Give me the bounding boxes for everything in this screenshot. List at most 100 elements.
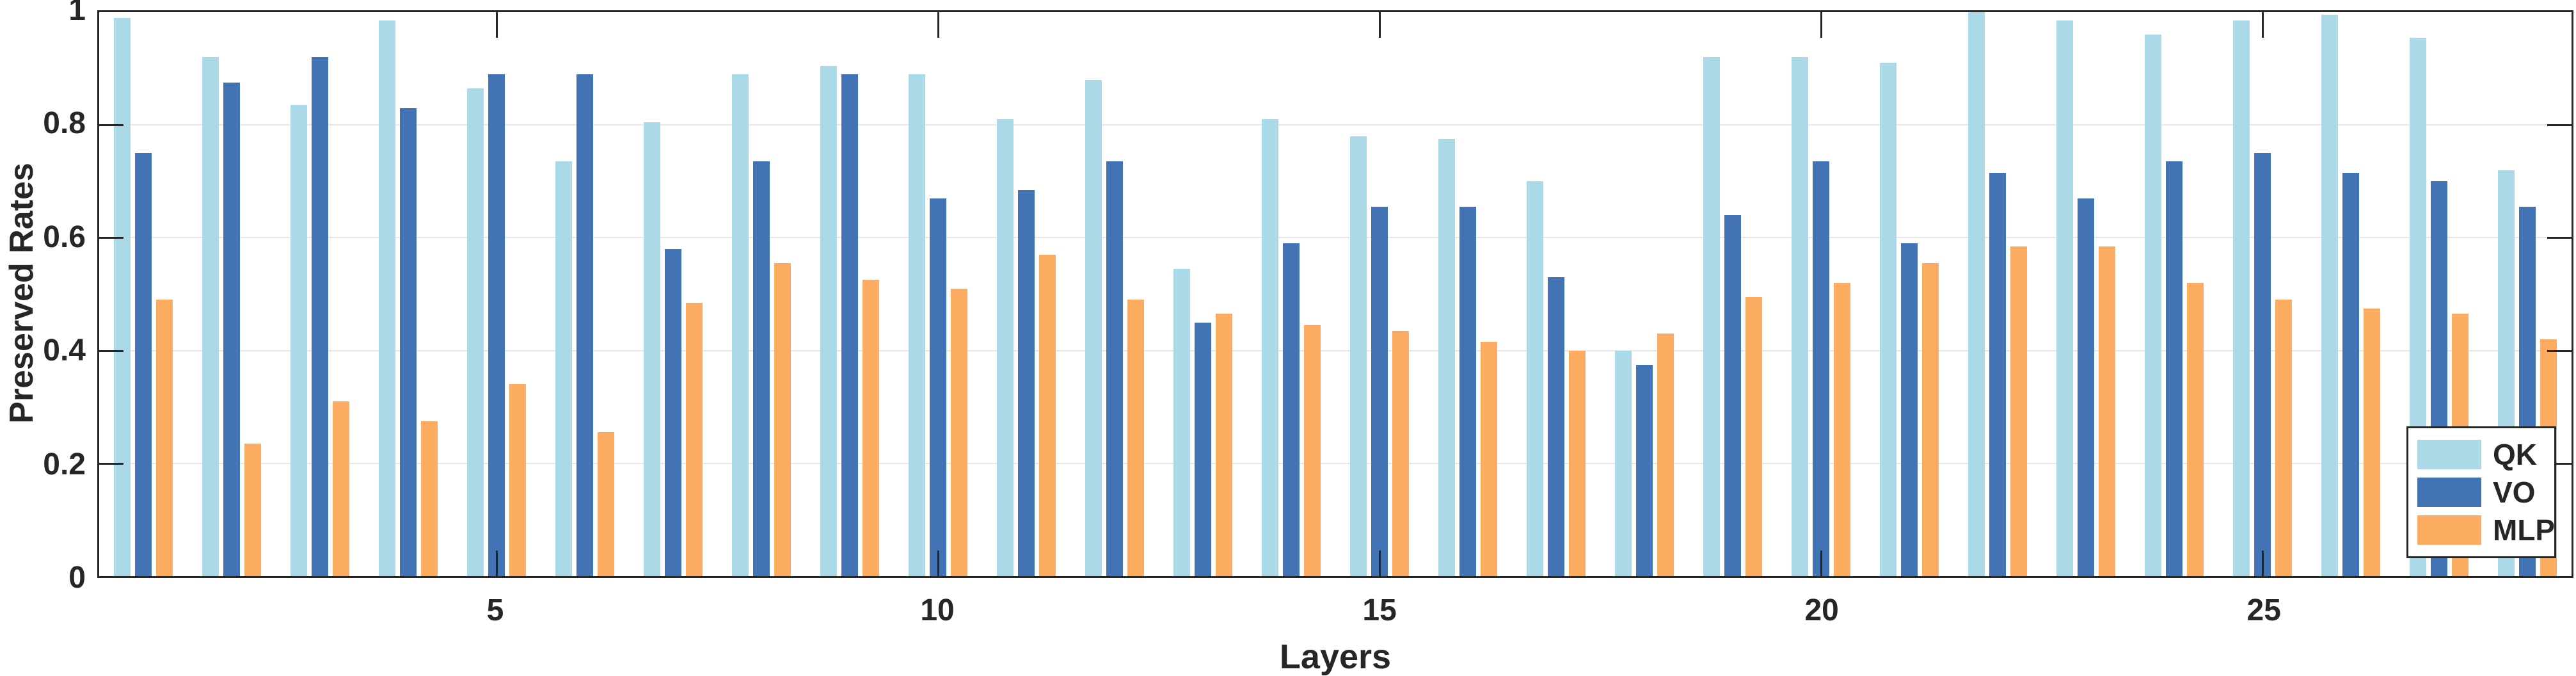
bar-group-layer-25 bbox=[2218, 12, 2307, 576]
x-tick-top-20 bbox=[1820, 12, 1822, 38]
legend-swatch-qk bbox=[2417, 440, 2481, 469]
legend-row-qk: QK bbox=[2417, 439, 2550, 470]
gridline-y-0.2 bbox=[99, 462, 2572, 464]
gridline-y-0.6 bbox=[99, 237, 2572, 239]
bar-group-layer-17 bbox=[1512, 12, 1600, 576]
vo-bar-layer-11 bbox=[1018, 189, 1035, 576]
vo-bar-layer-17 bbox=[1548, 277, 1564, 576]
mlp-bar-layer-18 bbox=[1657, 334, 1674, 576]
gridline-y-0.8 bbox=[99, 124, 2572, 126]
mlp-bar-layer-11 bbox=[1039, 254, 1056, 576]
vo-bar-layer-21 bbox=[1901, 243, 1918, 576]
bar-group-layer-26 bbox=[2307, 12, 2395, 576]
mlp-bar-layer-20 bbox=[1834, 282, 1850, 576]
gridline-y-0.4 bbox=[99, 350, 2572, 351]
qk-bar-layer-26 bbox=[2321, 15, 2338, 576]
bar-group-layer-7 bbox=[629, 12, 717, 576]
y-tick-label-0: 0 bbox=[68, 561, 86, 595]
y-tick-label-1: 1 bbox=[68, 0, 86, 27]
bar-group-layer-10 bbox=[894, 12, 982, 576]
y-tick-right-0.2 bbox=[2547, 462, 2572, 465]
bar-group-layer-6 bbox=[541, 12, 629, 576]
vo-bar-layer-19 bbox=[1724, 215, 1741, 576]
qk-bar-layer-10 bbox=[909, 74, 925, 576]
vo-bar-layer-1 bbox=[135, 153, 152, 576]
qk-bar-layer-21 bbox=[1880, 63, 1896, 576]
y-tick-left-0.2 bbox=[99, 462, 123, 465]
bar-group-layer-14 bbox=[1247, 12, 1335, 576]
y-axis-title: Preserved Rates bbox=[3, 163, 40, 424]
legend: QK VO MLP bbox=[2406, 426, 2556, 558]
y-tick-right-0.6 bbox=[2547, 237, 2572, 239]
x-axis-title: Layers bbox=[1279, 638, 1392, 676]
legend-label-mlp: MLP bbox=[2493, 513, 2556, 547]
qk-bar-layer-8 bbox=[732, 74, 749, 576]
mlp-bar-layer-4 bbox=[421, 421, 438, 576]
qk-bar-layer-16 bbox=[1438, 139, 1455, 576]
y-tick-label-0.4: 0.4 bbox=[43, 334, 86, 368]
y-tick-left-0.4 bbox=[99, 350, 123, 352]
legend-swatch-vo bbox=[2417, 478, 2481, 507]
bar-group-layer-4 bbox=[364, 12, 452, 576]
vo-bar-layer-5 bbox=[488, 74, 505, 576]
vo-bar-layer-22 bbox=[1989, 173, 2006, 576]
bar-group-layer-1 bbox=[99, 12, 187, 576]
vo-bar-layer-8 bbox=[753, 161, 770, 576]
mlp-bar-layer-26 bbox=[2364, 308, 2380, 576]
legend-row-vo: VO bbox=[2417, 477, 2550, 508]
mlp-bar-layer-10 bbox=[951, 288, 967, 576]
vo-bar-layer-3 bbox=[312, 57, 328, 576]
mlp-bar-layer-8 bbox=[774, 263, 791, 576]
y-tick-label-0.2: 0.2 bbox=[43, 447, 86, 481]
mlp-bar-layer-13 bbox=[1216, 314, 1232, 576]
bar-group-layer-20 bbox=[1777, 12, 1865, 576]
bar-group-layer-18 bbox=[1600, 12, 1689, 576]
vo-bar-layer-4 bbox=[400, 108, 417, 576]
plot-area: QK VO MLP bbox=[97, 10, 2573, 578]
y-tick-label-0.8: 0.8 bbox=[43, 106, 86, 141]
bar-group-layer-9 bbox=[806, 12, 894, 576]
y-tick-left-0.8 bbox=[99, 124, 123, 127]
mlp-bar-layer-14 bbox=[1304, 325, 1321, 576]
mlp-bar-layer-25 bbox=[2275, 300, 2292, 576]
qk-bar-layer-9 bbox=[820, 65, 837, 576]
qk-bar-layer-22 bbox=[1968, 12, 1985, 576]
vo-bar-layer-26 bbox=[2342, 173, 2359, 576]
qk-bar-layer-20 bbox=[1792, 57, 1808, 576]
vo-bar-layer-18 bbox=[1636, 364, 1653, 576]
mlp-bar-layer-23 bbox=[2099, 246, 2115, 576]
mlp-bar-layer-7 bbox=[686, 302, 703, 576]
qk-bar-layer-1 bbox=[114, 17, 131, 576]
bar-group-layer-15 bbox=[1335, 12, 1424, 576]
mlp-bar-layer-15 bbox=[1392, 330, 1409, 576]
qk-bar-layer-14 bbox=[1262, 119, 1278, 576]
vo-bar-layer-6 bbox=[576, 74, 593, 576]
mlp-bar-layer-12 bbox=[1127, 300, 1144, 576]
x-tick-top-10 bbox=[937, 12, 939, 38]
qk-bar-layer-17 bbox=[1527, 181, 1543, 576]
qk-bar-layer-5 bbox=[467, 88, 484, 576]
mlp-bar-layer-21 bbox=[1922, 263, 1939, 576]
bar-group-layer-24 bbox=[2130, 12, 2218, 576]
vo-bar-layer-23 bbox=[2078, 198, 2094, 576]
x-tick-label-20: 20 bbox=[1804, 593, 1839, 627]
qk-bar-layer-19 bbox=[1703, 57, 1720, 576]
bar-group-layer-8 bbox=[717, 12, 806, 576]
x-tick-label-25: 25 bbox=[2246, 593, 2281, 627]
qk-bar-layer-12 bbox=[1085, 79, 1102, 576]
x-tick-bottom-20 bbox=[1820, 551, 1822, 576]
vo-bar-layer-10 bbox=[930, 198, 946, 576]
y-tick-label-0.6: 0.6 bbox=[43, 220, 86, 254]
mlp-bar-layer-1 bbox=[156, 300, 173, 576]
legend-row-mlp: MLP bbox=[2417, 515, 2555, 545]
x-tick-top-5 bbox=[496, 12, 498, 38]
qk-bar-layer-15 bbox=[1350, 136, 1367, 576]
qk-bar-layer-4 bbox=[379, 20, 395, 576]
bar-group-layer-16 bbox=[1424, 12, 1512, 576]
bar-group-layer-2 bbox=[187, 12, 276, 576]
qk-bar-layer-7 bbox=[644, 122, 660, 576]
bar-group-layer-23 bbox=[2042, 12, 2130, 576]
legend-label-vo: VO bbox=[2493, 476, 2536, 509]
x-tick-bottom-15 bbox=[1379, 551, 1381, 576]
bar-group-layer-12 bbox=[1070, 12, 1159, 576]
